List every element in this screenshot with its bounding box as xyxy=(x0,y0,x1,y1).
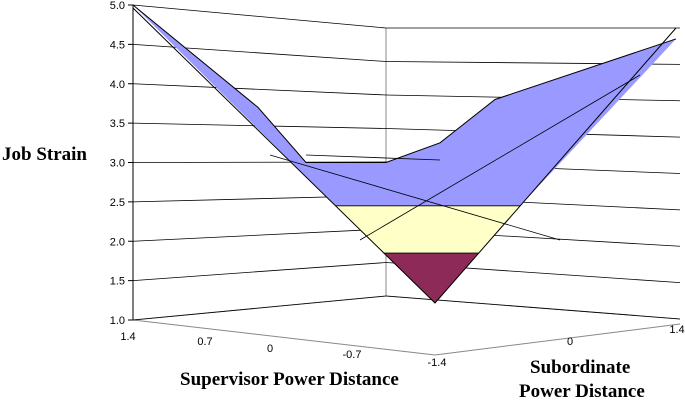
z-gridline-left-2 xyxy=(132,228,387,242)
x-tick-label-0: 1.4 xyxy=(120,331,135,343)
z-gridline-left-6 xyxy=(132,83,387,96)
floor-front-right-edge xyxy=(434,323,681,356)
y-tick-label-0: 0 xyxy=(567,336,573,348)
floor-front-left-edge xyxy=(132,319,436,356)
y-axis-title-line1: Subordinate xyxy=(530,357,630,378)
surface-front-edge xyxy=(132,7,677,304)
y-axis-title-line2: Power Distance xyxy=(519,381,645,401)
x-tick-label-1: 0.7 xyxy=(197,336,212,348)
z-gridline-right-0 xyxy=(385,295,681,320)
surface-mesh-line-2 xyxy=(359,74,641,241)
z-tick-label-4: 3.0 xyxy=(110,158,125,170)
surface-mesh-line-1 xyxy=(269,154,561,241)
surface-mesh-line-3 xyxy=(305,154,441,161)
surface-band-mid xyxy=(335,205,521,254)
z-tick-label-8: 5.0 xyxy=(110,0,125,12)
surface-band-low xyxy=(383,253,479,303)
z-tick-label-7: 4.5 xyxy=(110,39,125,51)
x-axis-title: Supervisor Power Distance xyxy=(180,369,399,390)
z-tick-label-1: 1.5 xyxy=(110,276,125,288)
z-tick-label-0: 1.0 xyxy=(110,315,125,327)
z-axis-title: Job Strain xyxy=(2,144,87,165)
z-tick-label-3: 2.5 xyxy=(110,197,125,209)
z-tick-label-2: 2.0 xyxy=(110,236,125,248)
z-gridline-left-0 xyxy=(132,295,387,321)
z-tick-label-6: 4.0 xyxy=(110,79,125,91)
z-gridline-left-7 xyxy=(132,43,387,62)
z-tick-label-5: 3.5 xyxy=(110,118,125,130)
surface-back-edge xyxy=(132,4,677,163)
surface xyxy=(132,4,677,304)
x-tick-label-4: -1.4 xyxy=(428,357,447,369)
x-tick-label-2: 0 xyxy=(267,343,273,355)
x-tick-label-3: -0.7 xyxy=(343,349,362,361)
surface-band-high xyxy=(133,5,676,206)
z-gridline-left-1 xyxy=(132,262,387,282)
tick-labels: 1.0 1.5 2.0 2.5 3.0 3.5 4.0 4.5 5.0 1.4 0.7 0 -0.7 -1… xyxy=(110,0,685,369)
z-gridline-left-8 xyxy=(132,4,387,29)
y-tick-label-1: 1.4 xyxy=(669,324,684,336)
